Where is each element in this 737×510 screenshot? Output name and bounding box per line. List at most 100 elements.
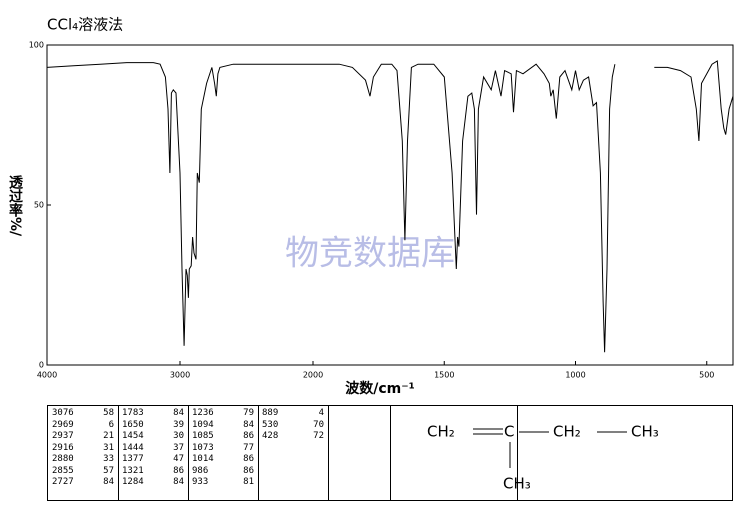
y-tick-label: 0 [39,361,44,370]
table-row: 2969 6 [48,420,118,432]
wavenumber: 1321 [122,465,144,476]
y-axis-label: 透过率%/ [7,175,23,237]
wavenumber: 1650 [122,419,144,430]
table-row: 1650 39 [118,420,188,432]
x-tick-label: 1000 [565,371,585,380]
plot-frame [46,44,734,366]
intensity: 86 [173,465,184,476]
y-tick-label: 100 [29,41,44,50]
intensity: 30 [173,431,184,441]
x-tick-label: 1500 [434,371,454,380]
wavenumber: 428 [262,431,279,441]
intensity: 81 [243,477,254,487]
wavenumber: 986 [192,465,209,476]
wavenumber: 1014 [192,454,214,464]
x-tick-label: 2000 [303,371,323,380]
intensity: 39 [173,419,184,430]
intensity: 57 [103,465,114,476]
table-row: 1073 77 [188,443,258,455]
table-row: 2880 33 [48,454,118,466]
x-tick-label: 3000 [170,371,190,380]
intensity: 72 [313,431,324,441]
wavenumber: 2855 [52,465,74,476]
intensity: 84 [103,477,114,487]
table-column: 889 4 530 70 428 72 [258,406,329,500]
spectrum-line [46,60,734,353]
wavenumber: 2727 [52,477,74,487]
intensity: 37 [173,442,184,453]
structure-formula: CH₂ C CH₂ CH₃ CH₃ [427,423,659,493]
intensity: 86 [243,454,254,464]
table-column: 1236 79 1094 84 1085 86 1073 77 1014 86 986 86 933 81 [188,406,259,500]
intensity: 86 [243,465,254,476]
table-row: 986 86 [188,466,258,478]
intensity: 70 [313,419,324,430]
x-tick-label: 500 [699,371,714,380]
intensity: 21 [103,431,114,441]
table-column: 1783 84 1650 39 1454 30 1444 37 1377 47 1321 86 1284… [118,406,189,500]
table-row: 1085 86 [188,431,258,443]
intensity: 4 [318,408,324,418]
atom: CH₂ [427,423,455,441]
wavenumber: 1783 [122,408,144,418]
y-tick-label: 50 [34,201,44,210]
wavenumber: 1236 [192,408,214,418]
watermark: 物竞数据库 [285,234,455,274]
table-row: 3076 58 [48,408,118,420]
atom: CH₂ [553,423,581,441]
structure: CH₂ C CH₂ CH₃ CH₃ [390,405,733,501]
intensity: 84 [243,419,254,430]
table-row: 1783 84 [118,408,188,420]
table-row: 530 70 [258,420,328,432]
peak-table: 3076 58 2969 6 2937 21 2916 31 2880 33 2855 57 2727 8… [47,405,518,501]
table-row: 1321 86 [118,466,188,478]
table-row: 1236 79 [188,408,258,420]
table-row: 2855 57 [48,466,118,478]
wavenumber: 2880 [52,454,74,464]
intensity: 6 [108,419,114,430]
wavenumber: 2937 [52,431,74,441]
atom: CH₃ [503,475,531,493]
intensity: 77 [243,442,254,453]
table-row: 2937 21 [48,431,118,443]
table-column: 3076 58 2969 6 2937 21 2916 31 2880 33 2855 57 2727 8… [48,406,119,500]
table-row: 2727 84 [48,477,118,489]
table-row: 1014 86 [188,454,258,466]
intensity: 84 [173,408,184,418]
wavenumber: 1454 [122,431,144,441]
intensity: 86 [243,431,254,441]
table-row: 1284 84 [118,477,188,489]
wavenumber: 3076 [52,408,74,418]
table-row: 428 72 [258,431,328,443]
intensity: 84 [173,477,184,487]
table-row: 1444 37 [118,443,188,455]
wavenumber: 889 [262,408,279,418]
table-row: 1094 84 [188,420,258,432]
table-row: 1377 47 [118,454,188,466]
x-axis-label: 波数/cm⁻¹ [345,380,415,397]
intensity: 33 [103,454,114,464]
wavenumber: 1444 [122,442,144,453]
intensity: 58 [103,408,114,418]
intensity: 47 [173,454,184,464]
wavenumber: 2916 [52,442,74,453]
wavenumber: 1073 [192,442,214,453]
intensity: 31 [103,442,114,453]
intensity: 79 [243,408,254,418]
x-tick-label: 4000 [37,371,57,380]
table-row: 889 4 [258,408,328,420]
wavenumber: 933 [192,477,209,487]
wavenumber: 1377 [122,454,144,464]
wavenumber: 2969 [52,419,74,430]
chart-title: CCl₄溶液法 [47,16,123,34]
wavenumber: 1284 [122,477,144,487]
table-row: 933 81 [188,477,258,489]
atom: C [504,423,514,441]
table-row: 1454 30 [118,431,188,443]
atom: CH₃ [631,423,659,441]
wavenumber: 1085 [192,431,214,441]
wavenumber: 1094 [192,419,214,430]
table-row: 2916 31 [48,443,118,455]
